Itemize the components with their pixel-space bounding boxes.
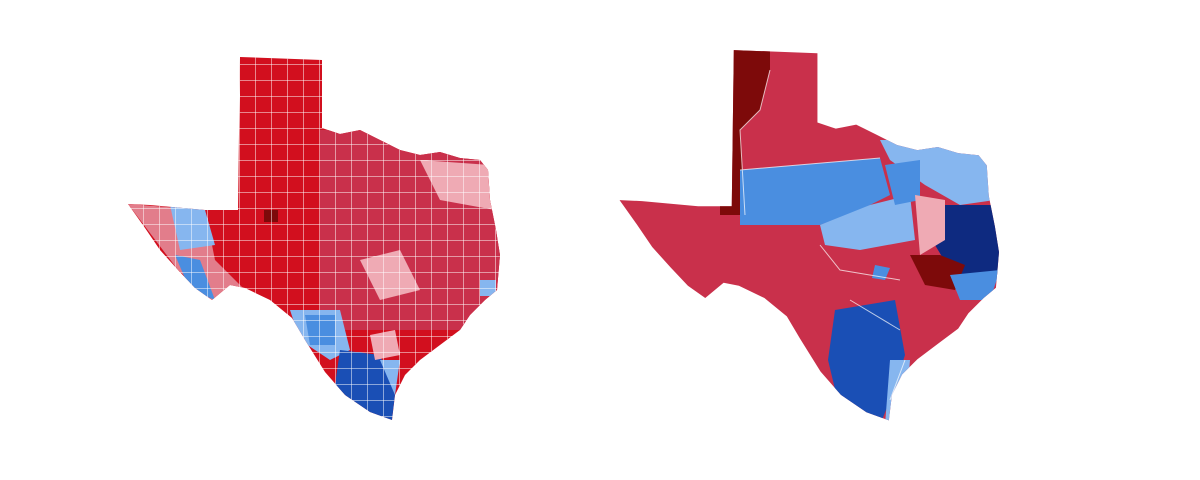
district-region — [820, 195, 915, 250]
district-region — [915, 195, 945, 255]
district-region — [950, 270, 999, 300]
district-region — [619, 205, 625, 225]
district-region — [880, 140, 995, 205]
district-map — [619, 50, 999, 421]
district-region — [910, 255, 965, 290]
county-map — [128, 57, 500, 420]
district-lines — [739, 69, 906, 401]
county-lines — [128, 57, 500, 420]
district-region — [740, 158, 890, 225]
district-region — [885, 160, 920, 205]
district-region — [828, 300, 905, 421]
